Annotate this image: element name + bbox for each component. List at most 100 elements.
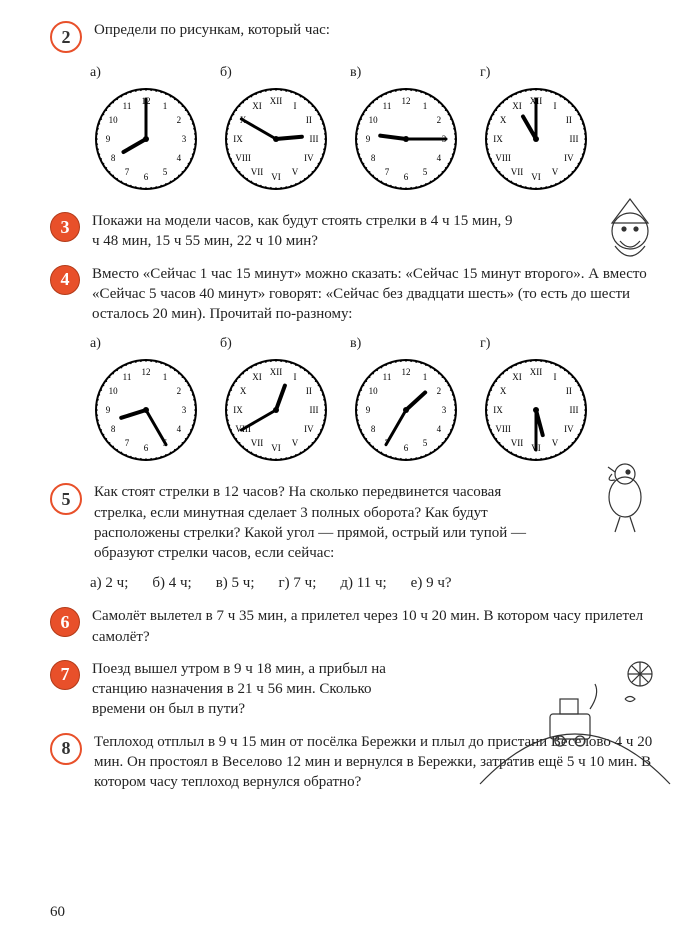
svg-text:2: 2 xyxy=(437,115,442,125)
svg-text:11: 11 xyxy=(123,101,132,111)
task-2: 2 Определи по рисункам, который час: xyxy=(50,20,660,53)
svg-text:X: X xyxy=(240,386,247,396)
svg-text:8: 8 xyxy=(111,424,116,434)
task-number-badge: 8 xyxy=(50,733,82,765)
svg-text:11: 11 xyxy=(123,372,132,382)
clock-item: в)121234567891011 xyxy=(350,336,462,466)
clock-item: а)121234567891011 xyxy=(90,336,202,466)
svg-text:XI: XI xyxy=(512,101,522,111)
task-text: Поезд вышел утром в 9 ч 18 мин, а прибыл… xyxy=(92,659,422,720)
svg-text:IV: IV xyxy=(564,424,574,434)
clock-label: г) xyxy=(480,336,592,352)
clock-face: 121234567891011 xyxy=(350,354,462,466)
svg-text:V: V xyxy=(292,167,299,177)
svg-text:11: 11 xyxy=(383,372,392,382)
option: д) 11 ч; xyxy=(340,575,386,592)
task-5: 5 Как стоят стрелки в 12 часов? На сколь… xyxy=(50,482,660,563)
page: 2 Определи по рисункам, который час: а) 1… xyxy=(0,0,700,939)
svg-text:12: 12 xyxy=(142,367,151,377)
svg-text:VI: VI xyxy=(271,443,281,453)
clock-item: а)121234567891011 xyxy=(90,65,202,195)
svg-text:4: 4 xyxy=(177,424,182,434)
svg-text:III: III xyxy=(570,134,579,144)
svg-text:9: 9 xyxy=(106,134,111,144)
svg-text:II: II xyxy=(306,115,312,125)
svg-text:VI: VI xyxy=(531,172,541,182)
svg-text:6: 6 xyxy=(144,443,149,453)
svg-text:VIII: VIII xyxy=(495,424,511,434)
svg-text:V: V xyxy=(292,438,299,448)
svg-text:4: 4 xyxy=(177,153,182,163)
clock-item: г)XIIIIIIIIIVVVIVIIVIIIIXXXI xyxy=(480,336,592,466)
svg-text:10: 10 xyxy=(109,115,119,125)
svg-text:7: 7 xyxy=(385,167,390,177)
svg-text:1: 1 xyxy=(163,372,168,382)
svg-text:3: 3 xyxy=(442,405,447,415)
svg-text:5: 5 xyxy=(423,167,428,177)
option: г) 7 ч; xyxy=(279,575,317,592)
svg-text:VIII: VIII xyxy=(235,153,251,163)
svg-text:VII: VII xyxy=(511,167,524,177)
clock-face: XIIIIIIIIIVVVIVIIVIIIIXXXI xyxy=(480,83,592,195)
svg-text:6: 6 xyxy=(144,172,149,182)
svg-text:10: 10 xyxy=(109,386,119,396)
svg-text:III: III xyxy=(570,405,579,415)
task-number-badge: 7 xyxy=(50,660,80,690)
clock-label: г) xyxy=(480,65,592,81)
svg-text:1: 1 xyxy=(423,372,428,382)
svg-text:II: II xyxy=(306,386,312,396)
clock-item: б)XIIIIIIIIIVVVIVIIVIIIIXXXI xyxy=(220,65,332,195)
clock-face: XIIIIIIIIIVVVIVIIVIIIIXXXI xyxy=(480,354,592,466)
svg-text:12: 12 xyxy=(402,96,411,106)
clock-item: б)XIIIIIIIIIVVVIVIIVIIIIXXXI xyxy=(220,336,332,466)
svg-text:I: I xyxy=(554,372,557,382)
svg-text:8: 8 xyxy=(371,424,376,434)
svg-text:VII: VII xyxy=(511,438,524,448)
task-text: Как стоят стрелки в 12 часов? На сколько… xyxy=(94,482,534,563)
bird-illustration xyxy=(590,452,660,542)
svg-text:VII: VII xyxy=(251,167,264,177)
svg-text:4: 4 xyxy=(437,153,442,163)
svg-text:4: 4 xyxy=(437,424,442,434)
svg-text:8: 8 xyxy=(111,153,116,163)
svg-text:11: 11 xyxy=(383,101,392,111)
page-number: 60 xyxy=(50,904,65,921)
svg-text:IX: IX xyxy=(493,405,503,415)
clock-label: в) xyxy=(350,65,462,81)
svg-text:IV: IV xyxy=(564,153,574,163)
clock-row: а)121234567891011б)XIIIIIIIIIVVVIVIIVIII… xyxy=(90,65,660,195)
clock-face: XIIIIIIIIIVVVIVIIVIIIIXXXI xyxy=(220,83,332,195)
svg-text:X: X xyxy=(500,115,507,125)
gnome-illustration xyxy=(580,191,670,271)
clock-label: а) xyxy=(90,65,202,81)
svg-text:VI: VI xyxy=(271,172,281,182)
svg-text:IX: IX xyxy=(233,405,243,415)
svg-text:I: I xyxy=(294,101,297,111)
svg-text:V: V xyxy=(552,438,559,448)
task-3: 3 Покажи на модели часов, как будут стоя… xyxy=(50,211,660,252)
task-number-badge: 3 xyxy=(50,212,80,242)
svg-text:XII: XII xyxy=(270,96,283,106)
svg-text:VIII: VIII xyxy=(495,153,511,163)
task-number-badge: 4 xyxy=(50,265,80,295)
task-7: 7 Поезд вышел утром в 9 ч 18 мин, а приб… xyxy=(50,659,660,720)
svg-text:I: I xyxy=(554,101,557,111)
svg-text:XI: XI xyxy=(512,372,522,382)
clock-face: 121234567891011 xyxy=(350,83,462,195)
option: е) 9 ч? xyxy=(411,575,452,592)
svg-text:7: 7 xyxy=(125,167,130,177)
svg-text:IV: IV xyxy=(304,153,314,163)
svg-text:9: 9 xyxy=(366,134,371,144)
svg-text:XII: XII xyxy=(530,367,543,377)
task-6: 6 Самолёт вылетел в 7 ч 35 мин, а прилет… xyxy=(50,606,660,647)
svg-text:2: 2 xyxy=(177,386,182,396)
clock-face: 121234567891011 xyxy=(90,354,202,466)
clock-label: а) xyxy=(90,336,202,352)
clock-item: г)XIIIIIIIIIVVVIVIIVIIIIXXXI xyxy=(480,65,592,195)
clock-item: в)121234567891011 xyxy=(350,65,462,195)
svg-text:7: 7 xyxy=(125,438,130,448)
svg-text:10: 10 xyxy=(369,115,379,125)
svg-text:6: 6 xyxy=(404,443,409,453)
svg-text:3: 3 xyxy=(182,134,187,144)
clock-face: 121234567891011 xyxy=(90,83,202,195)
